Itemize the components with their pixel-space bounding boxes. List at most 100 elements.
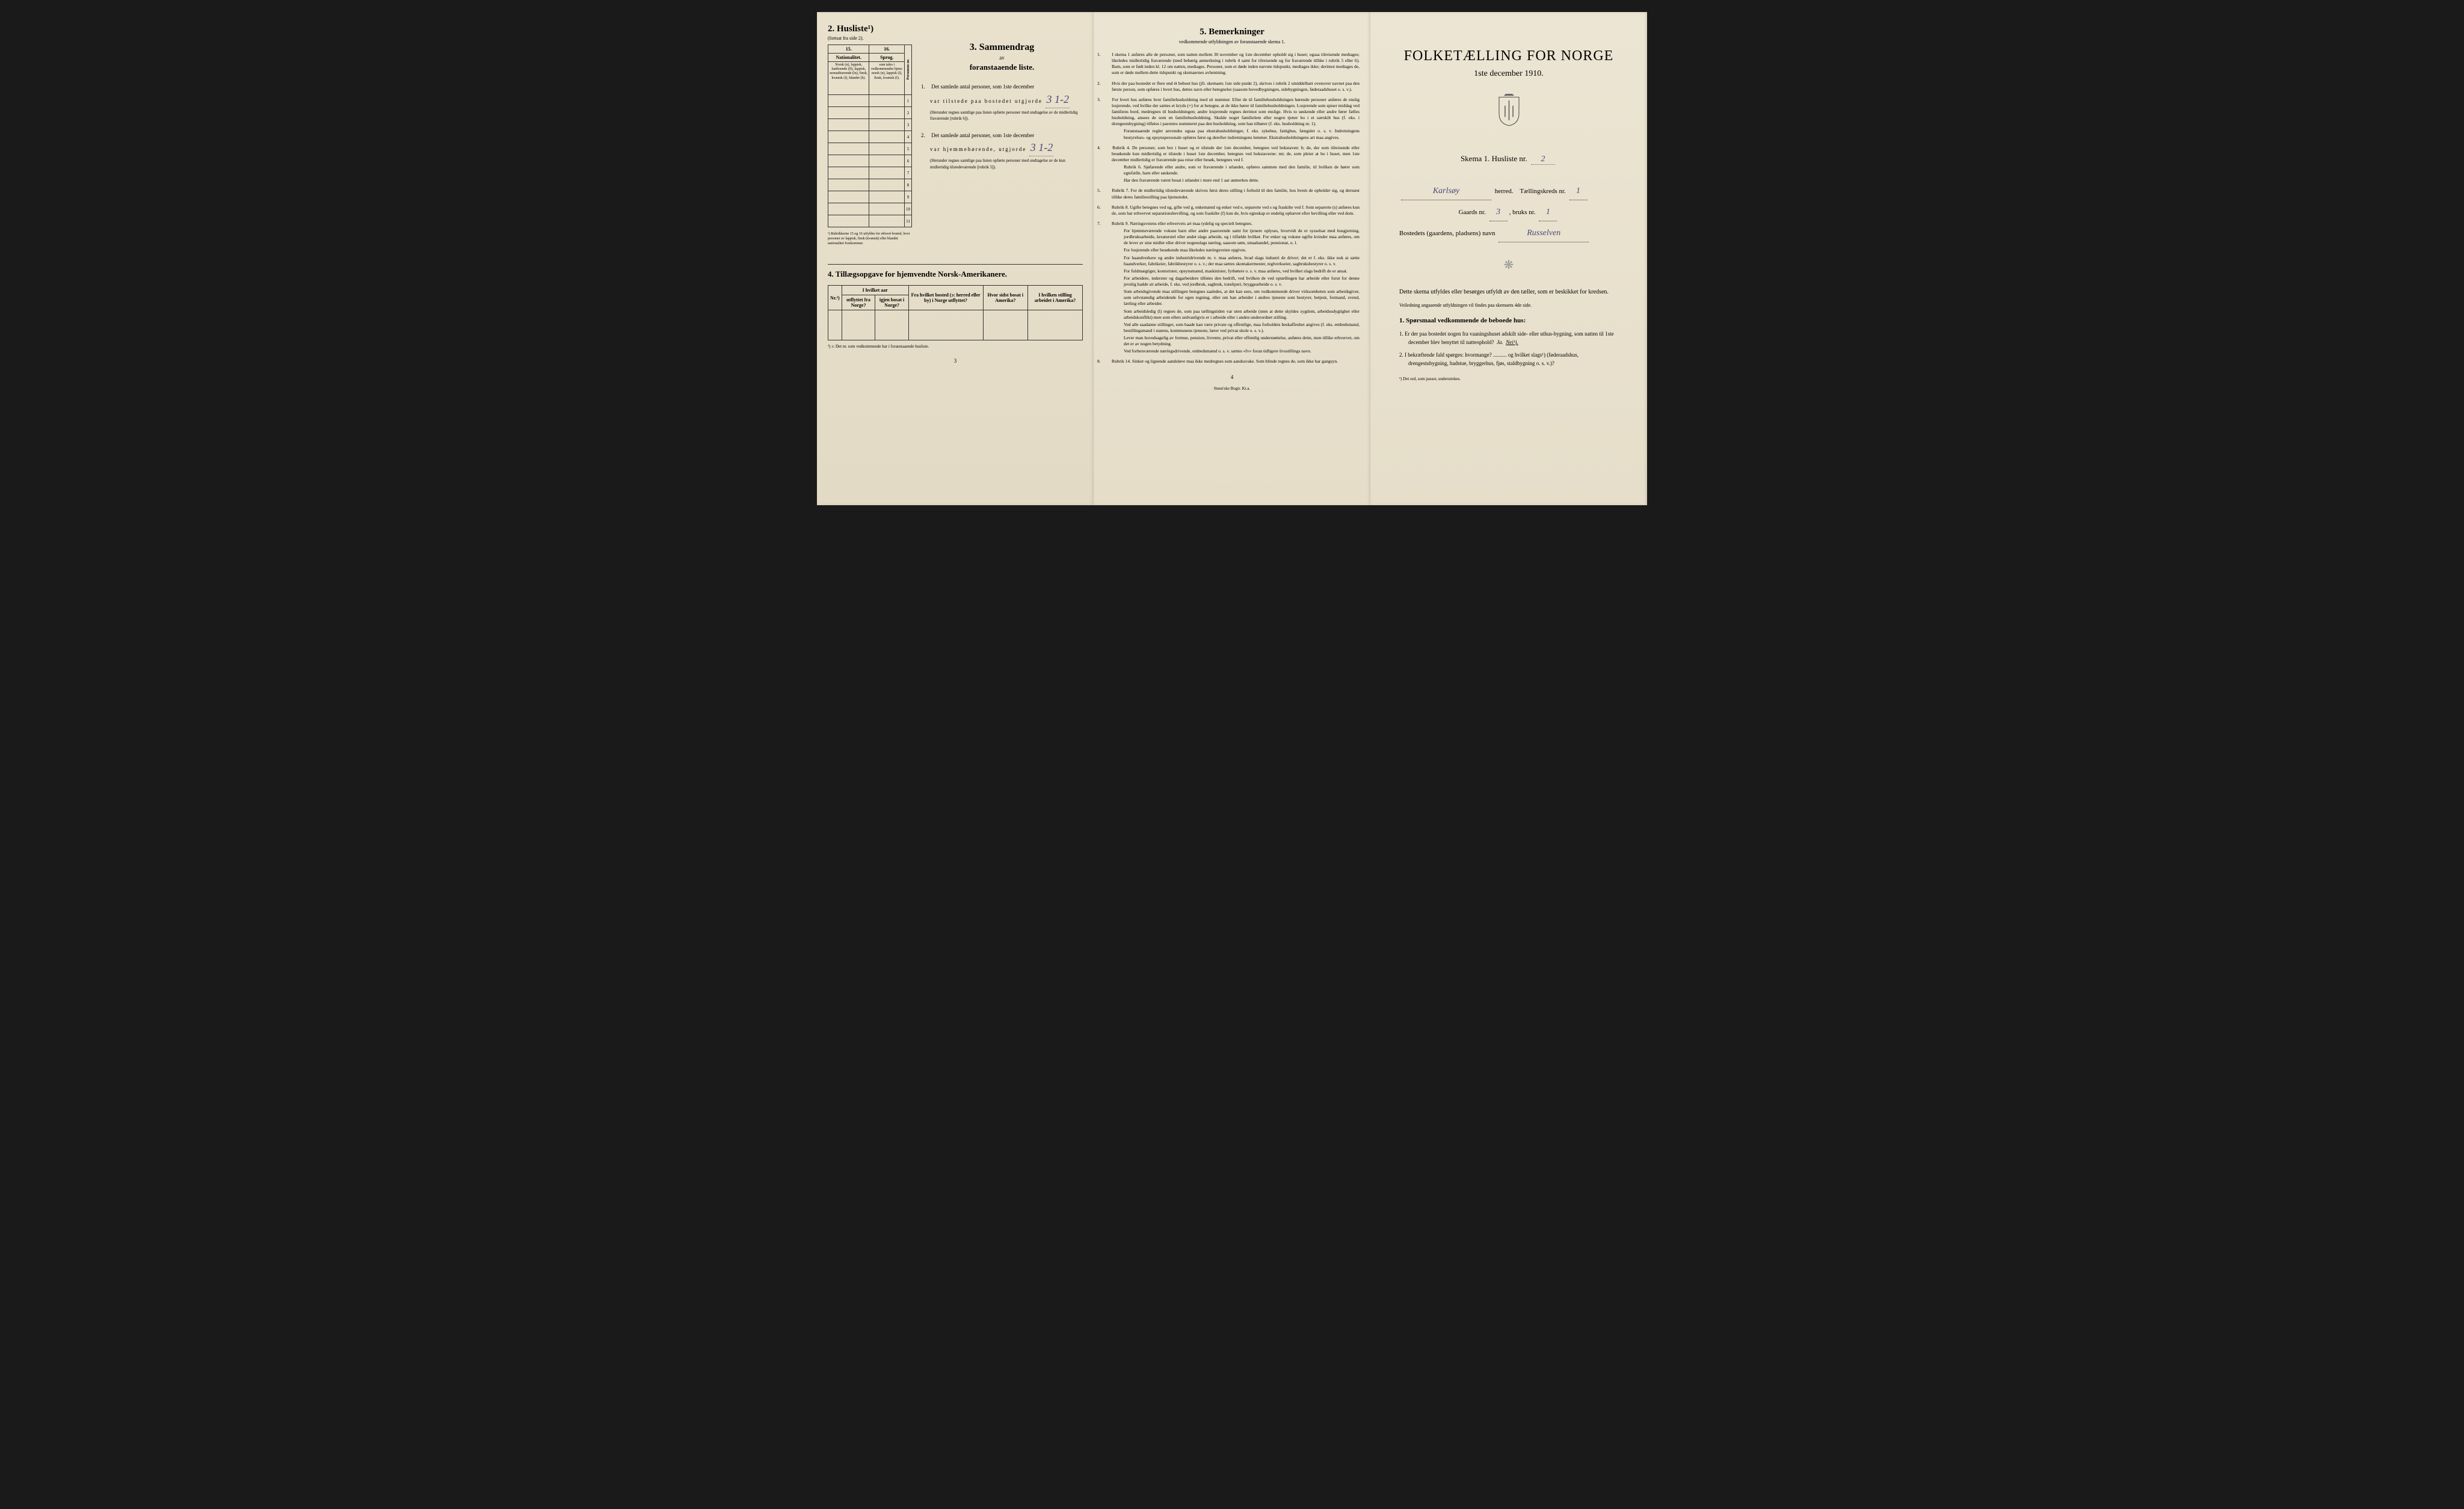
remark-5: Rubrik 7. For de midlertidig tilstedevær… — [1112, 188, 1360, 199]
q1-ja: Ja. — [1497, 339, 1503, 345]
remark-7-sub4: For arbeidere, inderster og dagarbeidere… — [1112, 275, 1360, 287]
remark-7-sub9: Ved forhenværende næringsdrivende, embed… — [1112, 348, 1360, 354]
item1-line: var tilstede paa bostedet utgjorde — [930, 98, 1043, 104]
remark-1: I skema 1 anføres alle de personer, som … — [1112, 52, 1360, 75]
section2-footnote: ¹) Rubrikkerne 15 og 16 utfyldes for eth… — [828, 232, 912, 246]
remark-3-extra: Foranstaaende regler anvendes ogsaa paa … — [1112, 128, 1360, 140]
decorative-separator: ❋ — [1381, 257, 1636, 272]
row-num: 6 — [905, 155, 912, 167]
bruk-label: bruks nr. — [1512, 209, 1536, 216]
question-1: 1. Er der paa bostedet nogen fra vaaning… — [1408, 330, 1618, 346]
section2-subtitle: (fortsat fra side 2). — [828, 35, 912, 41]
census-title: FOLKETÆLLING FOR NORGE — [1381, 48, 1636, 64]
row-num: 7 — [905, 167, 912, 179]
husliste-nr-value: 2 — [1531, 155, 1555, 165]
remark-7-sub7: Ved alle saadanne stillinger, som baade … — [1112, 322, 1360, 334]
section4-table: Nr.²) I hvilket aar Fra hvilket bosted (… — [828, 285, 1083, 340]
item2-num: 2. — [921, 132, 930, 140]
skema-label: Skema 1. Husliste nr. — [1461, 154, 1527, 163]
section4-footnote: ²) ɔ: Det nr. som vedkommende har i fora… — [828, 344, 1083, 349]
instructions-body2: Veiledning angaaende utfyldningen vil fi… — [1399, 303, 1618, 308]
remark-3: For hvert hus anføres hver familiehushol… — [1112, 97, 1360, 127]
item2-value: 3 1-2 — [1029, 140, 1053, 156]
item1-text: Det samlede antal personer, som 1ste dec… — [931, 84, 1034, 90]
item2-text: Det samlede antal personer, som 1ste dec… — [931, 132, 1034, 138]
section4-title: 4. Tillægsopgave for hjemvendte Norsk-Am… — [828, 264, 1083, 279]
remark-7-sub6: Som arbeidsgivende maa stillingen betegn… — [1112, 289, 1360, 307]
section3-sub1: av — [921, 55, 1083, 61]
th-utflyttet: utflyttet fra Norge? — [842, 295, 875, 310]
panel3-footnote: ¹) Det ord, som passer, understrekes. — [1399, 376, 1618, 381]
th-aar: I hvilket aar — [842, 286, 908, 295]
page-number-3: 3 — [828, 358, 1083, 364]
remark-7-sub3: For fuldmægtiger, kontorister, opsynsmæn… — [1112, 268, 1360, 274]
remark-7-sub5: Som arbeidsledig (l) regnes de, som paa … — [1112, 309, 1360, 321]
th-nr: Nr.²) — [828, 286, 842, 310]
th-sidst: Hvor sidst bosat i Amerika? — [983, 286, 1027, 310]
remark-7: Rubrik 9. Næringsveiens eller erhvervets… — [1112, 221, 1252, 226]
row-num: 8 — [905, 179, 912, 191]
row-num: 1 — [905, 95, 912, 107]
census-document: 2. Husliste¹) (fortsat fra side 2). 15. … — [817, 12, 1647, 505]
herred-value: Karlsøy — [1401, 183, 1491, 200]
remark-7-sub2: For haandverkere og andre industridriven… — [1112, 255, 1360, 267]
q1-nei: Nei¹). — [1506, 339, 1518, 345]
bosted-value: Russelven — [1498, 225, 1589, 242]
section3-sub2: foranstaaende liste. — [921, 63, 1083, 72]
remark-4-extra2: Har den fraværende været bosat i utlande… — [1112, 177, 1360, 183]
gaard-label: Gaards nr. — [1459, 209, 1486, 216]
row-num: 3 — [905, 119, 912, 131]
person-nr-header: Personens nr. — [907, 59, 910, 79]
item1-value: 3 1-2 — [1046, 91, 1070, 108]
section5-title: 5. Bemerkninger — [1104, 27, 1360, 37]
col-15: 15. — [828, 45, 869, 54]
item2-line: var hjemmehørende, utgjorde — [930, 146, 1026, 152]
kreds-value: 1 — [1569, 183, 1588, 200]
remarks-list: 1. I skema 1 anføres alle de personer, s… — [1104, 52, 1360, 365]
page-number-4: 4 — [1104, 374, 1360, 380]
th-stilling: I hvilken stilling arbeidet i Amerika? — [1027, 286, 1082, 310]
section2-title: 2. Husliste¹) — [828, 24, 912, 34]
section5-subtitle: vedkommende utfyldningen av foranstaaend… — [1104, 39, 1360, 45]
remark-2: Hvis der paa bostedet er flere end ét be… — [1112, 81, 1360, 92]
row-num: 10 — [905, 203, 912, 215]
nat-header: Nationalitet. — [828, 54, 869, 62]
remark-7-sub0: For hjemmeværende voksne barn eller andr… — [1112, 228, 1360, 246]
instructions-body1: Dette skema utfyldes eller besørges utfy… — [1399, 287, 1618, 297]
section3-title: 3. Sammendrag — [921, 42, 1083, 53]
th-igjen: igjen bosat i Norge? — [875, 295, 908, 310]
row-num: 4 — [905, 131, 912, 143]
remark-7-sub8: Lever man hovedsagelig av formue, pensio… — [1112, 335, 1360, 347]
section4: 4. Tillægsopgave for hjemvendte Norsk-Am… — [828, 264, 1083, 349]
nat-desc: Norsk (n), lappisk, fastboende (lf), lap… — [828, 62, 869, 95]
panel-middle: 5. Bemerkninger vedkommende utfyldningen… — [1094, 12, 1370, 505]
remark-7-sub1: For losjerende eller besøkende maa likel… — [1112, 247, 1360, 253]
question-header: 1. Spørsmaal vedkommende de beboede hus: — [1399, 317, 1618, 324]
row-num: 11 — [905, 215, 912, 227]
row-num: 9 — [905, 191, 912, 203]
item2-note: (Herunder regnes samtlige paa listen opf… — [930, 158, 1083, 170]
row-num: 5 — [905, 143, 912, 155]
panel-right: FOLKETÆLLING FOR NORGE 1ste december 191… — [1370, 12, 1647, 505]
herred-label: herred. — [1495, 188, 1514, 195]
panel-left: 2. Husliste¹) (fortsat fra side 2). 15. … — [817, 12, 1094, 505]
bruk-value: 1 — [1539, 204, 1557, 221]
skema-line: Skema 1. Husliste nr. 2 — [1381, 154, 1636, 165]
row-num: 2 — [905, 107, 912, 119]
sprog-desc: som tales i vedkommendes hjem: norsk (n)… — [869, 62, 905, 95]
col-16: 16. — [869, 45, 905, 54]
remark-8: Rubrik 14. Sinker og lignende aandsløve … — [1112, 358, 1338, 364]
sprog-header: Sprog. — [869, 54, 905, 62]
nationality-table: 15. 16. Personens nr. Nationalitet. Spro… — [828, 45, 912, 227]
census-date: 1ste december 1910. — [1381, 69, 1636, 79]
item1-note: (Herunder regnes samtlige paa listen opf… — [930, 109, 1083, 122]
printer-imprint: Steen'ske Bogtr. Kr.a. — [1104, 386, 1360, 391]
remark-6: Rubrik 8. Ugifte betegnes ved ug, gifte … — [1112, 204, 1360, 216]
remark-4-extra1: Rubrik 6. Sjøfarende eller andre, som er… — [1112, 164, 1360, 176]
th-bosted: Fra hvilket bosted (ɔ: herred eller by) … — [908, 286, 983, 310]
remark-4: Rubrik 4. De personer, som bor i huset o… — [1112, 145, 1360, 162]
coat-of-arms-icon — [1381, 94, 1636, 130]
kreds-label: Tællingskreds nr. — [1520, 188, 1565, 195]
bosted-label: Bostedets (gaardens, pladsens) navn — [1399, 230, 1495, 237]
question-2: 2. I bekræftende fald spørges: hvormange… — [1408, 351, 1618, 367]
